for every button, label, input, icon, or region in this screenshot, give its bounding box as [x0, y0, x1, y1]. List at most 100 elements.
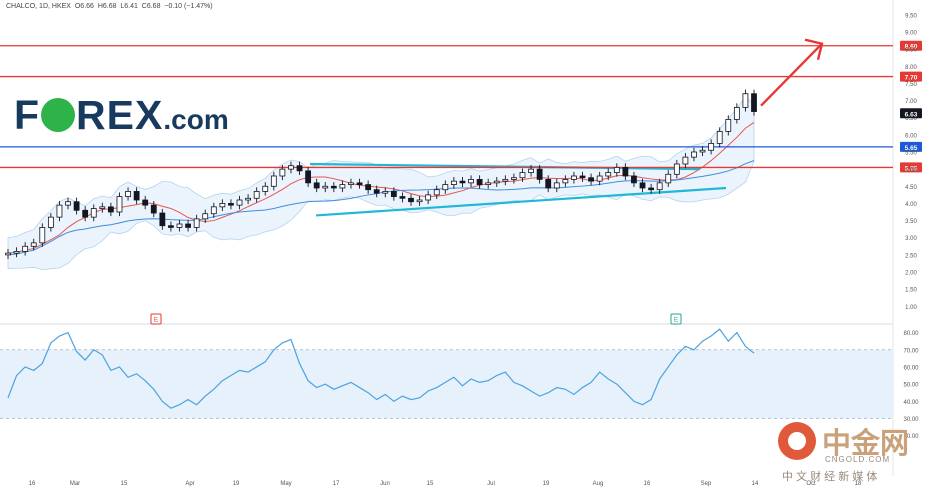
- time-tick-7: Jun: [380, 481, 390, 487]
- candle-body-24: [210, 206, 217, 215]
- candle-body-14: [125, 191, 131, 197]
- candle-body-58: [502, 179, 509, 182]
- candle-body-18: [159, 212, 166, 227]
- candle-body-31: [270, 175, 277, 187]
- earnings-marker-0: E: [154, 317, 159, 324]
- candle-body-40: [348, 182, 354, 185]
- candle-body-16: [142, 199, 149, 206]
- earnings-marker-1: E: [674, 317, 679, 324]
- time-tick-12: 16: [644, 481, 651, 487]
- candle-body-49: [425, 194, 432, 201]
- level-label-0: 8.60: [905, 44, 918, 51]
- chart-header: CHALCO, 1D, HKEX O6.66 H6.68 L6.41 C6.68…: [6, 3, 213, 10]
- price-tick-13: 3.00: [905, 236, 917, 242]
- candle-body-85: [733, 107, 740, 120]
- watermark-tagline: 中 文 财 经 新 媒 体: [782, 471, 878, 483]
- candle-body-63: [545, 179, 552, 189]
- candlesticks: [5, 89, 757, 259]
- time-tick-1: Mar: [70, 481, 80, 487]
- candle-body-70: [605, 172, 612, 177]
- price-tick-7: 6.00: [905, 133, 917, 139]
- level-tag-2: [900, 141, 922, 152]
- candle-body-50: [433, 189, 440, 196]
- level-label-2: 5.65: [905, 145, 918, 152]
- candle-body-80: [691, 151, 697, 158]
- price-tick-12: 3.50: [905, 219, 917, 225]
- candle-body-11: [99, 206, 106, 209]
- candle-body-10: [90, 208, 97, 218]
- level-tag-1: [900, 71, 922, 82]
- candle-body-27: [236, 199, 243, 206]
- candle-body-51: [442, 184, 449, 191]
- candle-body-19: [168, 225, 174, 228]
- candle-body-48: [416, 199, 423, 203]
- candle-body-13: [116, 196, 123, 213]
- rsi-pane: 80.00 70.00 60.00 50.00 40.00 30.00 20.00: [0, 328, 919, 440]
- time-tick-3: Apr: [185, 481, 194, 487]
- triangle-lower-line: [315, 186, 727, 217]
- candle-body-52: [450, 180, 457, 185]
- price-tick-9: 5.00: [905, 168, 917, 174]
- candle-body-5: [47, 216, 54, 228]
- earnings-marker-box-0: [150, 313, 162, 325]
- candle-body-68: [588, 177, 594, 182]
- watermark-domain: CNGOLD.COM: [825, 455, 891, 464]
- candle-body-57: [493, 180, 500, 184]
- candle-body-73: [631, 175, 637, 184]
- watermark-name: 中金网: [822, 428, 910, 460]
- candle-body-56: [485, 182, 492, 185]
- candle-body-54: [468, 179, 474, 184]
- time-tick-16: 18: [855, 481, 862, 487]
- ma-slow-line: [7, 160, 755, 256]
- candle-body-78: [673, 163, 680, 175]
- candle-body-60: [519, 172, 526, 179]
- candle-body-64: [553, 182, 560, 189]
- level-label-1: 7.70: [905, 75, 918, 82]
- candle-body-72: [622, 167, 629, 177]
- candle-body-44: [382, 191, 389, 194]
- cngold-watermark: 中金网 CNGOLD.COM 中 文 财 经 新 媒 体: [778, 418, 928, 488]
- time-tick-2: 15: [121, 481, 128, 487]
- price-tick-0: 9.50: [905, 13, 917, 19]
- time-tick-0: 16: [29, 481, 36, 487]
- candle-body-67: [579, 175, 586, 179]
- candle-body-25: [219, 203, 226, 208]
- price-tick-8: 5.50: [905, 151, 917, 157]
- candle-body-2: [22, 245, 29, 252]
- candle-body-83: [716, 131, 723, 144]
- candle-body-41: [356, 182, 363, 185]
- price-tick-3: 8.00: [905, 65, 917, 71]
- ma-fast-line: [7, 122, 755, 254]
- candle-body-43: [373, 189, 380, 194]
- candle-body-76: [656, 182, 663, 191]
- candle-body-87: [751, 93, 757, 112]
- candle-body-37: [322, 185, 329, 189]
- candle-body-33: [288, 165, 294, 170]
- candle-body-4: [39, 227, 46, 244]
- candle-body-86: [742, 93, 749, 108]
- arrow-head: [804, 38, 824, 61]
- candle-body-9: [82, 209, 89, 218]
- rsi-tick-0: 80.00: [903, 331, 919, 337]
- candle-body-69: [596, 175, 603, 182]
- triangle-trendlines: [309, 162, 727, 217]
- rsi-tick-2: 60.00: [903, 365, 919, 371]
- rsi-tick-6: 20.00: [903, 434, 919, 440]
- candle-body-6: [56, 204, 63, 218]
- level-tag-0: [900, 40, 922, 51]
- candle-body-71: [613, 167, 620, 173]
- candle-body-74: [639, 182, 646, 189]
- logo-letter-f: F: [14, 92, 41, 138]
- price-tick-14: 2.50: [905, 253, 917, 259]
- candle-body-53: [459, 180, 466, 184]
- candle-body-12: [107, 206, 114, 213]
- candle-body-22: [193, 218, 200, 228]
- time-tick-6: 17: [333, 481, 340, 487]
- price-tick-1: 9.00: [905, 31, 917, 37]
- rsi-band: [0, 349, 893, 419]
- price-tick-4: 7.50: [905, 82, 917, 88]
- time-tick-11: Aug: [593, 481, 604, 487]
- time-tick-14: 14: [752, 481, 759, 487]
- arrow-shaft: [760, 42, 823, 107]
